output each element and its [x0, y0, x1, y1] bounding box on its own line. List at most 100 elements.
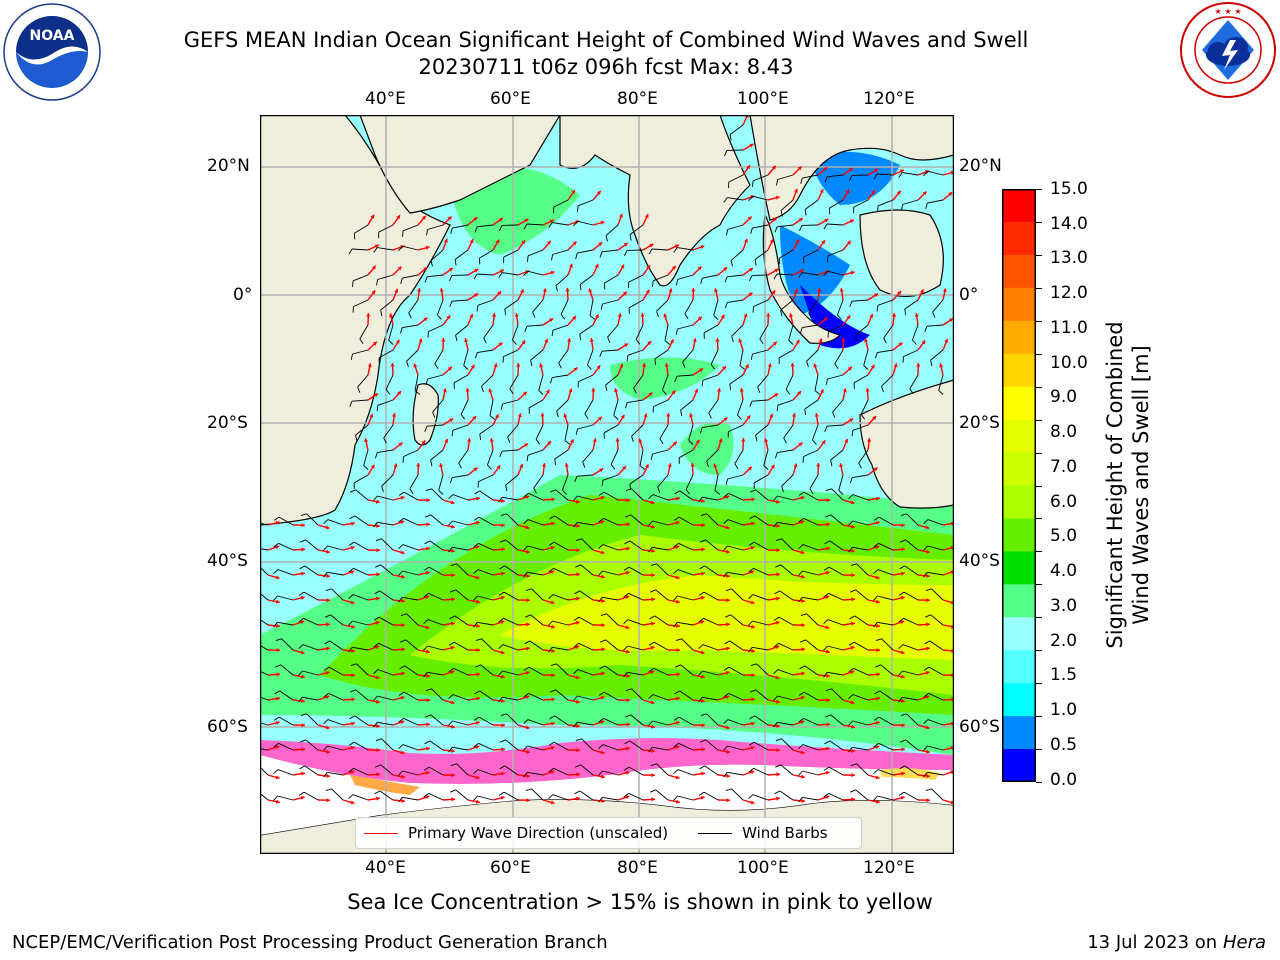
wave-arrow-head — [676, 599, 680, 604]
wave-arrow-head — [776, 523, 780, 528]
wind-barb-flag — [380, 310, 383, 317]
wave-arrow-head — [847, 366, 852, 371]
wind-barb-flag — [773, 722, 778, 728]
wind-barb — [731, 788, 744, 801]
wave-arrow-head — [626, 498, 630, 503]
wave-arrow-head — [700, 650, 705, 655]
wind-barb-flag — [650, 589, 656, 593]
wave-arrow-head — [575, 645, 580, 650]
wave-arrow-head — [948, 192, 953, 197]
wind-barb-flag — [375, 564, 381, 568]
wave-arrow-head — [751, 497, 755, 502]
colorbar-cell — [1002, 386, 1036, 421]
wind-barb-flag — [560, 314, 566, 320]
wind-barb — [903, 349, 919, 358]
wind-barb-flag — [714, 490, 721, 495]
wave-arrow-head — [526, 773, 530, 778]
wind-barb — [652, 546, 669, 551]
wave-arrow-head — [600, 720, 605, 725]
wave-arrow-head — [699, 368, 704, 373]
wave-arrow-head — [798, 218, 803, 222]
wind-barb — [627, 671, 644, 676]
wave-arrow-head — [901, 723, 905, 728]
wind-barb-flag — [574, 476, 578, 482]
wind-barb-flag — [483, 337, 487, 344]
wind-barb-flag — [763, 465, 769, 470]
wave-arrow-head — [524, 218, 529, 223]
wave-arrow-head — [470, 364, 475, 369]
wave-arrow-head — [601, 671, 605, 676]
wind-barb — [577, 220, 594, 226]
wind-barb — [527, 545, 544, 551]
wind-barb-flag — [388, 340, 394, 345]
wave-arrow-head — [469, 239, 474, 244]
wave-arrow-head — [565, 288, 570, 292]
wave-arrow-head — [676, 648, 680, 653]
wind-barb-flag — [573, 669, 579, 675]
wave-arrow-head — [922, 191, 927, 196]
wave-arrow-head — [469, 313, 474, 318]
wave-arrow-head — [747, 466, 752, 471]
wave-arrow-head — [942, 288, 947, 292]
wind-barb — [528, 399, 544, 409]
wind-barb-flag — [723, 772, 728, 778]
wind-barb-flag — [898, 591, 905, 596]
wave-arrow-head — [949, 318, 954, 323]
wind-barb — [629, 474, 644, 485]
wind-barb-flag — [800, 613, 807, 617]
wave-arrow-head — [439, 288, 444, 292]
map-title: GEFS MEAN Indian Ocean Significant Heigh… — [183, 28, 1029, 52]
wind-barb — [430, 249, 444, 261]
wave-arrow-head — [426, 649, 430, 654]
wind-barb — [579, 590, 594, 601]
wind-barb-flag — [676, 279, 679, 286]
wave-arrow-head — [694, 388, 699, 393]
wind-barb-flag — [373, 695, 378, 701]
wind-barb — [902, 199, 919, 205]
wave-arrow-head — [525, 525, 530, 530]
wave-arrow-head — [726, 573, 730, 578]
wind-barb-flag — [598, 517, 604, 523]
land-madagascar — [412, 383, 439, 446]
wind-barb-flag — [573, 695, 578, 701]
wind-barb-flag — [527, 255, 529, 262]
wave-arrow-head — [475, 775, 480, 780]
wind-barb-flag — [273, 742, 279, 748]
wind-barb-flag — [575, 538, 582, 542]
wind-barb-flag — [425, 488, 432, 492]
wind-barb — [555, 489, 569, 501]
wave-arrow-head — [589, 338, 594, 342]
wind-barb — [356, 663, 369, 676]
wave-arrow-head — [476, 696, 480, 701]
wind-barb-flag — [558, 362, 562, 369]
colorbar-cell — [1002, 518, 1036, 552]
wave-arrow-head — [901, 523, 905, 528]
wind-barb-flag — [548, 567, 554, 573]
wave-arrow-head — [651, 573, 655, 578]
wave-arrow-head — [394, 288, 399, 293]
wave-arrow-head — [451, 548, 455, 553]
wave-arrow-head — [350, 545, 355, 550]
wind-barb-flag — [899, 765, 906, 770]
wave-arrow-head — [875, 745, 880, 750]
wind-barb — [486, 449, 494, 466]
wind-barb — [685, 474, 694, 490]
wave-arrow-head — [899, 169, 904, 174]
wind-barb-flag — [349, 715, 356, 720]
wave-arrow-head — [820, 389, 824, 394]
wave-arrow-head — [869, 313, 874, 318]
wave-arrow-head — [623, 243, 628, 247]
wind-barb-flag — [925, 614, 931, 618]
wave-arrow-head — [651, 524, 655, 529]
wind-barb-flag — [498, 670, 503, 676]
wave-arrow-head — [492, 313, 497, 317]
wind-barb — [654, 349, 669, 360]
wind-barb — [785, 374, 794, 390]
wave-arrow-head — [751, 624, 755, 629]
wave-arrow-head — [542, 463, 547, 467]
wind-barb-flag — [851, 430, 854, 437]
wind-barb-flag — [748, 794, 754, 800]
wind-barb-flag — [898, 617, 904, 623]
wind-barb-flag — [874, 690, 881, 695]
wind-barb — [553, 199, 569, 208]
